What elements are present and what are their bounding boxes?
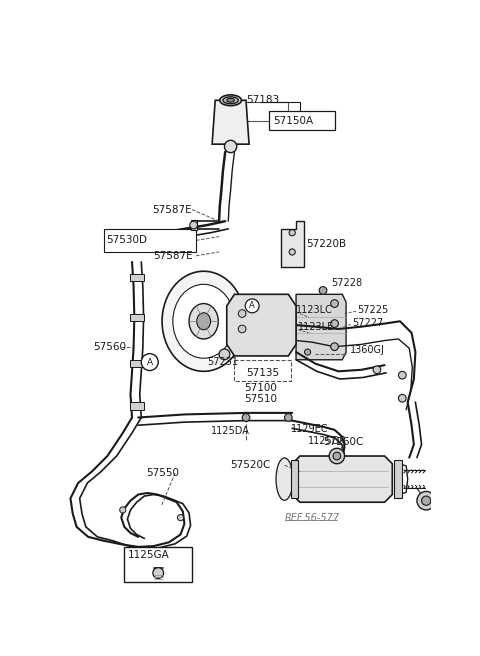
Text: 57587E: 57587E (154, 251, 193, 261)
Text: 1360GJ: 1360GJ (350, 345, 385, 355)
Circle shape (333, 452, 341, 460)
Polygon shape (296, 295, 346, 359)
Text: 1129EC: 1129EC (291, 424, 328, 434)
Text: 57225: 57225 (358, 305, 389, 315)
Text: A: A (249, 301, 255, 310)
Circle shape (398, 394, 406, 402)
Polygon shape (281, 221, 304, 268)
Ellipse shape (162, 271, 245, 371)
Bar (234, 359, 291, 381)
Text: 57228: 57228 (331, 277, 362, 288)
Bar (394, 460, 402, 499)
Bar (291, 460, 299, 499)
Text: 57231: 57231 (207, 357, 239, 367)
Ellipse shape (220, 95, 241, 106)
Circle shape (219, 349, 230, 359)
Polygon shape (227, 295, 296, 356)
Text: 1123LC: 1123LC (296, 305, 333, 315)
Bar (130, 274, 144, 281)
Ellipse shape (197, 313, 211, 330)
Text: 57550: 57550 (146, 468, 179, 478)
Text: 57183: 57183 (246, 95, 279, 105)
Text: 57100: 57100 (244, 383, 277, 393)
Circle shape (178, 514, 184, 521)
Circle shape (421, 496, 431, 505)
Ellipse shape (276, 458, 293, 501)
Text: 1123LE: 1123LE (299, 323, 335, 333)
Circle shape (331, 300, 338, 308)
Text: 1125DA: 1125DA (211, 426, 250, 436)
Circle shape (285, 414, 292, 421)
Text: REF.56-577: REF.56-577 (285, 512, 340, 523)
Circle shape (238, 325, 246, 333)
Text: 57530D: 57530D (106, 236, 147, 245)
Text: 57150A: 57150A (273, 116, 313, 126)
Polygon shape (292, 456, 392, 502)
Bar (130, 402, 144, 410)
Polygon shape (212, 100, 249, 144)
Ellipse shape (173, 284, 234, 358)
Circle shape (120, 507, 126, 513)
Circle shape (319, 287, 327, 295)
Text: 57227: 57227 (352, 318, 384, 328)
Circle shape (331, 319, 338, 327)
Text: 1125GA: 1125GA (127, 550, 169, 560)
Circle shape (242, 414, 250, 421)
Text: 57510: 57510 (244, 394, 277, 404)
Text: 57135: 57135 (246, 368, 279, 378)
Bar (269, 111, 335, 129)
Circle shape (289, 230, 295, 236)
Text: A: A (147, 358, 153, 367)
Ellipse shape (189, 304, 218, 339)
Bar (130, 359, 144, 367)
Text: 57587E: 57587E (152, 205, 192, 215)
Circle shape (417, 491, 435, 510)
Bar (191, 220, 197, 230)
Ellipse shape (227, 98, 234, 102)
Circle shape (331, 343, 338, 350)
Ellipse shape (223, 97, 238, 104)
Bar (124, 547, 192, 583)
Circle shape (304, 349, 311, 355)
Circle shape (153, 567, 164, 579)
Circle shape (190, 221, 197, 229)
Circle shape (373, 366, 381, 374)
Circle shape (238, 310, 246, 318)
Text: 1125DR: 1125DR (308, 436, 347, 445)
Circle shape (225, 140, 237, 153)
Circle shape (141, 354, 158, 371)
Circle shape (398, 371, 406, 379)
Circle shape (329, 448, 345, 464)
Circle shape (289, 249, 295, 255)
Text: 57260C: 57260C (323, 437, 363, 447)
Bar (104, 229, 196, 252)
Text: 57520C: 57520C (230, 461, 271, 470)
Text: 57560: 57560 (94, 342, 127, 352)
Bar (130, 314, 144, 321)
Circle shape (245, 299, 259, 313)
Text: 57220B: 57220B (306, 239, 346, 249)
